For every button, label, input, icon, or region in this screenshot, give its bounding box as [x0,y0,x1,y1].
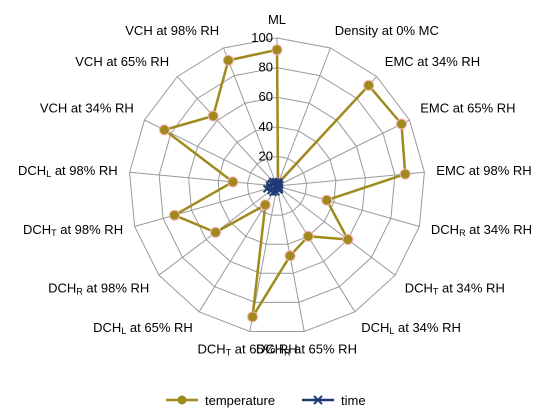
axis-label-dchr-at-65-rh: DCHR at 65% RH [256,341,357,357]
legend-label-temperature: temperature [205,393,275,408]
axis-spoke-vch-at-65-rh [176,76,278,187]
axis-label-emc-at-65-rh: EMC at 65% RH [420,101,515,116]
grid-ring-40 [217,126,337,245]
point-temperature-dcht-at-65-rh[interactable] [247,311,258,323]
legend-marker-time [313,395,323,405]
point-temperature-vch-at-65-rh[interactable] [207,110,219,122]
series-temperature [158,44,411,323]
tick-label-60: 60 [259,89,273,104]
axis-label-dchl-at-34-rh: DCHL at 34% RH [361,320,461,336]
legend-marker-temperature [177,395,187,405]
point-temperature-emc-at-34-rh[interactable] [363,79,375,91]
series-time [262,177,284,197]
point-temperature-dchr-at-98-rh[interactable] [210,226,222,238]
axis-spoke-density-at-0-mc [276,47,331,187]
axis-spoke-dchl-at-34-rh [276,185,356,313]
point-temperature-emc-at-98-rh[interactable] [399,168,411,180]
tick-label-40: 40 [259,119,273,134]
axis-label-dchl-at-98-rh: DCHL at 98% RH [18,163,118,179]
axis-label-dchr-at-34-rh: DCHR at 34% RH [431,222,532,238]
axis-label-emc-at-98-rh: EMC at 98% RH [436,163,531,178]
grid-ring-20 [246,155,308,216]
legend-label-time: time [341,393,366,408]
legend-item-time[interactable]: time [302,393,366,408]
point-temperature-dcht-at-34-rh[interactable] [342,234,354,245]
point-temperature-dchl-at-65-rh[interactable] [259,199,271,211]
tick-label-100: 100 [251,30,273,45]
tick-label-20: 20 [259,148,273,163]
point-temperature-dchl-at-98-rh[interactable] [227,176,239,188]
axis-spoke-dcht-at-98-rh [134,185,278,227]
point-temperature-emc-at-65-rh[interactable] [396,118,407,130]
axis-spoke-dcht-at-34-rh [276,185,396,276]
axis-label-dcht-at-34-rh: DCHT at 34% RH [405,280,505,296]
point-time-vch-at-65-rh[interactable] [268,177,278,186]
series-line-temperature [163,48,407,319]
legend: temperature time [166,393,366,408]
legend-item-temperature[interactable]: temperature [166,393,275,408]
axis-label-dcht-at-98-rh: DCHT at 98% RH [23,222,123,238]
point-temperature-dcht-at-98-rh[interactable] [169,209,180,221]
point-temperature-vch-at-98-rh[interactable] [222,54,234,66]
axis-spoke-dchl-at-98-rh [129,171,278,187]
axis-label-dchl-at-65-rh: DCHL at 65% RH [93,320,193,336]
point-temperature-ml[interactable] [271,44,283,56]
point-temperature-dchr-at-34-rh[interactable] [321,194,333,206]
point-temperature-dchr-at-65-rh[interactable] [284,250,296,262]
point-temperature-vch-at-34-rh[interactable] [158,124,170,136]
axis-label-vch-at-34-rh: VCH at 34% RH [40,101,134,116]
grid-ring-60 [188,96,366,274]
series-plot-area [158,44,411,323]
axis-label-dchr-at-98-rh: DCHR at 98% RH [48,280,149,296]
axis-labels: ML Density at 0% MC EMC at 34% RH EMC at 65… [18,12,532,357]
axis-label-ml: ML [268,12,286,27]
grid-ring-100 [129,37,425,332]
axis-label-dcht-at-65-rh: DCHT at 65% RH [198,341,298,357]
point-time-vch-at-98-rh[interactable] [271,177,280,187]
axis-spoke-dchr-at-34-rh [276,185,420,227]
axis-label-density-at-0-mc: Density at 0% MC [335,23,439,38]
axis-label-vch-at-98-rh: VCH at 98% RH [125,23,219,38]
point-temperature-dchl-at-34-rh[interactable] [302,230,314,242]
axis-spoke-vch-at-98-rh [223,47,278,187]
axis-spoke-emc-at-65-rh [276,119,410,187]
axis-label-emc-at-34-rh: EMC at 34% RH [385,54,480,69]
tick-label-80: 80 [259,60,273,75]
axis-label-vch-at-65-rh: VCH at 65% RH [75,54,169,69]
